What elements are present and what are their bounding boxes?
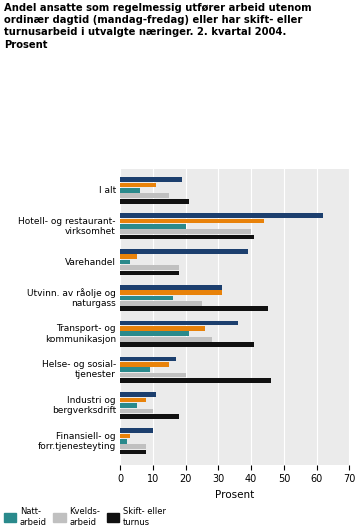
- Bar: [120, 398, 146, 402]
- Bar: [120, 326, 205, 331]
- Bar: [120, 356, 176, 361]
- Bar: [120, 254, 136, 259]
- Text: Andel ansatte som regelmessig utfører arbeid utenom
ordinær dagtid (mandag-freda: Andel ansatte som regelmessig utfører ar…: [4, 3, 311, 50]
- Bar: [120, 213, 323, 218]
- Bar: [120, 373, 186, 378]
- Bar: [120, 392, 156, 397]
- Bar: [120, 306, 268, 311]
- Bar: [120, 224, 186, 229]
- Bar: [120, 183, 156, 187]
- Bar: [120, 362, 169, 366]
- Bar: [120, 177, 182, 182]
- Bar: [120, 260, 130, 265]
- X-axis label: Prosent: Prosent: [215, 490, 254, 500]
- Bar: [120, 403, 136, 408]
- Bar: [120, 332, 189, 336]
- Bar: [120, 229, 251, 234]
- Bar: [120, 234, 254, 239]
- Bar: [120, 199, 189, 203]
- Bar: [120, 445, 146, 449]
- Bar: [120, 378, 271, 383]
- Bar: [120, 270, 179, 275]
- Bar: [120, 249, 248, 254]
- Bar: [120, 193, 169, 198]
- Bar: [120, 439, 127, 444]
- Bar: [120, 188, 140, 193]
- Bar: [120, 296, 173, 300]
- Bar: [120, 290, 222, 295]
- Bar: [120, 367, 150, 372]
- Bar: [120, 409, 153, 413]
- Bar: [120, 433, 130, 438]
- Bar: [120, 450, 146, 455]
- Bar: [120, 219, 264, 223]
- Bar: [120, 414, 179, 419]
- Bar: [120, 342, 254, 347]
- Bar: [120, 285, 222, 289]
- Bar: [120, 337, 212, 342]
- Bar: [120, 428, 153, 433]
- Bar: [120, 301, 202, 306]
- Bar: [120, 265, 179, 270]
- Bar: [120, 321, 238, 325]
- Legend: Lørdags-
arbeid, Søndags-
arbeid, Natt-
arbeid, Kvelds-
arbeid, Skift- eller
tur: Lørdags- arbeid, Søndags- arbeid, Natt- …: [0, 507, 166, 526]
